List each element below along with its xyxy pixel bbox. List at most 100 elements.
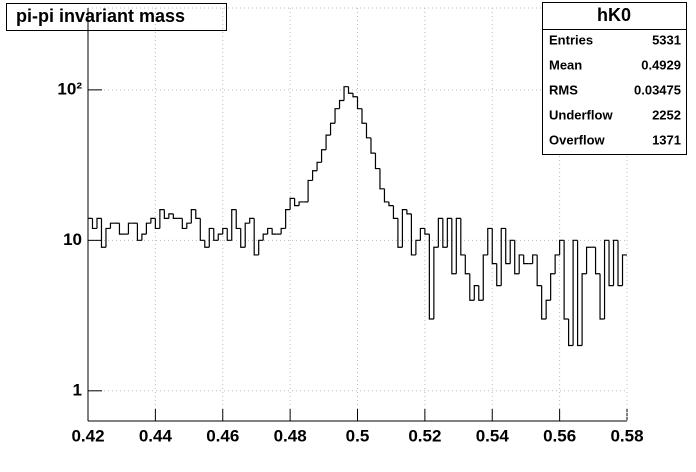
histogram-bin [608,240,614,287]
histogram-bin [100,218,106,248]
x-tick-label: 0.56 [543,426,576,445]
histogram-bin [446,217,452,248]
stats-value: 0.4929 [641,57,681,72]
histogram-bin [258,239,264,255]
histogram-bin [240,228,246,248]
histogram-bin [509,239,515,264]
histogram-bin [437,217,443,248]
histogram-bin [325,134,331,150]
y-tick-label: 10² [57,79,82,98]
histogram-bin [505,228,511,265]
histogram-bin [617,240,623,287]
histogram-bin [612,239,619,286]
y-tick-label: 10 [63,230,82,249]
histogram-bin [487,227,493,255]
histogram-bin [563,240,569,320]
histogram-bin [195,209,201,219]
histogram-bin [343,86,349,101]
histogram-bin [150,217,156,224]
histogram-bin [581,273,587,346]
histogram-bin [105,227,111,248]
histogram-bin [320,149,327,163]
x-tick-label: 0.48 [274,426,307,445]
histogram-bin [491,228,497,265]
histogram-bin [141,233,147,241]
histogram-bin [392,205,398,219]
histogram-bin [199,218,205,241]
histogram-bin [460,218,466,256]
histogram-bin [455,217,461,274]
histogram-bin [603,239,610,320]
x-tick-label: 0.54 [476,426,510,445]
histogram-bin [419,227,425,241]
stats-label: RMS [549,82,578,97]
histogram-bin [267,227,273,235]
histogram-bin [428,234,434,320]
stats-label: Entries [549,32,593,47]
stats-title: hK0 [597,5,631,25]
histogram-bin [316,161,322,171]
histogram-bin [469,273,475,301]
histogram-bin [585,246,592,274]
histogram-bin [451,218,457,275]
histogram-bin [226,228,232,241]
histogram-bin [91,218,97,230]
x-tick-label: 0.52 [408,426,441,445]
histogram-bin [271,228,277,235]
histogram-bin [249,217,255,224]
histogram-bin [213,228,219,241]
histogram-bin [594,247,601,275]
histogram-bin [253,218,259,256]
histogram-bin [361,108,367,124]
histogram-bin [127,222,133,235]
stats-value: 5331 [652,32,681,47]
stats-box [542,2,687,155]
histogram-bin [118,223,124,235]
histogram-bin [204,240,210,248]
histogram-bin [523,254,529,265]
histogram-bin [334,108,340,124]
histogram-bin [154,218,160,230]
x-tick-label: 0.58 [610,426,643,445]
histogram-bin [109,222,115,229]
histogram-bin [96,217,102,229]
histogram-bin [379,168,385,190]
histogram-bin [545,299,551,320]
stats-value: 0.03475 [634,82,681,97]
histogram-bin [482,254,488,301]
stats-label: Underflow [549,107,613,122]
chart-title: pi-pi invariant mass [16,6,185,26]
histogram-bin [500,227,506,286]
histogram-bin [532,254,538,264]
histogram-bin [262,233,268,241]
histogram-bin [388,201,394,207]
histogram-bin [352,93,358,98]
histogram-bin [145,222,151,235]
histogram-bin [536,254,542,287]
histogram-bin [208,227,214,248]
histogram-bin [433,246,439,320]
histogram-bin [289,197,295,210]
x-tick-label: 0.42 [71,426,104,445]
histogram-bin [496,263,502,287]
histogram-bin [442,218,448,248]
histogram-bin [424,228,430,235]
stats-value: 2252 [652,107,681,122]
stats-label: Overflow [549,132,606,147]
histogram-bin [572,239,578,346]
x-tick-label: 0.44 [139,426,173,445]
histogram-bin [568,319,574,347]
histogram-bin [168,213,174,219]
histogram-bin [514,240,520,275]
plot-area: 0.42 0.44 0.46 0.48 0.5 0.52 0.54 0.56 0.58 1 10 10… [57,7,644,445]
histogram-bin [172,213,178,219]
histogram-bin [222,227,228,235]
histogram-bin [383,188,389,203]
histogram-bin [397,218,403,248]
histogram-bin [338,99,345,109]
histogram-bin [356,96,362,110]
stats-value: 1371 [652,132,681,147]
histogram-bin [307,179,313,202]
x-tick-label: 0.5 [346,426,370,445]
